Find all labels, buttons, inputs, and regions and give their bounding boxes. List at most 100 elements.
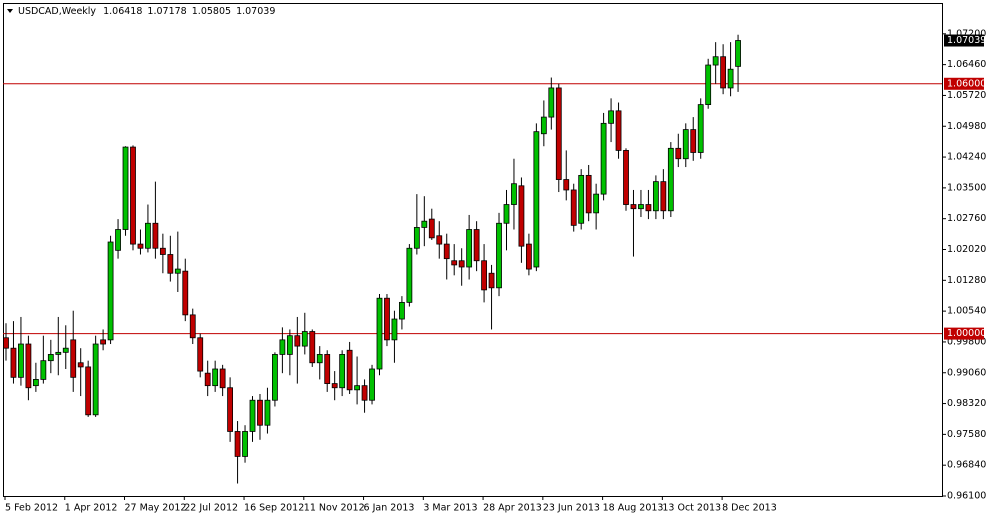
candle-body [511,183,517,205]
candle-body [130,146,136,245]
candle-body [481,260,487,291]
candle-body [3,337,9,349]
candle-body [623,150,629,205]
y-tick-label: 1.01280 [947,275,986,286]
x-tick-label: 27 May 2012 [125,503,187,514]
candle-body [227,387,234,432]
x-tick-label: 13 Oct 2013 [662,503,721,514]
candle-body [727,68,734,89]
candle-body [316,354,323,364]
candle-body [593,193,600,214]
y-tick-label: 1.02020 [947,244,986,255]
x-tick-label: 16 Sep 2012 [244,503,304,514]
candle-body [406,247,413,303]
candle-body [391,318,398,341]
candle-body [563,179,570,191]
x-tick-label: 18 Aug 2013 [603,503,664,514]
candle-body [18,343,24,378]
candle-body [212,368,219,387]
candle-body [174,268,181,274]
candle-body [242,431,248,457]
y-tick-label: 1.02760 [947,213,986,224]
candle-body [615,110,622,151]
candle-body [570,189,577,226]
y-tick-label: 0.96840 [947,460,986,471]
candle-body [413,227,420,249]
candle-body [690,129,697,153]
candle-body [85,366,92,416]
y-tick-label: 1.07200 [947,28,986,39]
candle-body [608,110,614,124]
candle-body [600,122,607,195]
candle-body [361,385,368,401]
current-price-box [944,34,984,47]
y-tick-label: 0.99060 [947,367,986,378]
x-tick-label: 23 Jun 2013 [543,503,600,514]
candle-body [25,343,32,389]
candle-body [428,218,435,239]
candle-body [55,351,62,355]
candle-body [458,260,465,268]
candle-body [301,331,308,347]
candle-body [466,229,473,268]
candle-body [189,314,196,339]
candle-body [339,354,346,389]
candle-body [204,372,211,387]
candle-body [197,337,204,372]
candle-body [279,339,286,355]
candle-body [548,87,555,118]
candle-body [399,301,405,320]
chart-header: USDCAD,Weekly 1.06418 1.07178 1.05805 1.… [18,6,275,17]
x-tick-label: 6 Jan 2013 [364,503,415,514]
candle-body [234,431,241,457]
candle-body [421,220,428,228]
candle-body [578,174,585,224]
y-tick-label: 0.99800 [947,336,986,347]
candle-body [115,229,121,251]
candle-body [309,331,316,364]
candle-body [630,204,637,210]
candle-body [346,349,353,391]
candle-body [638,204,644,210]
candle-body [145,222,151,249]
candle-body [167,254,174,274]
candle-body [257,399,263,426]
candle-body [735,40,741,67]
level-label-box [944,77,984,90]
candle-body [526,243,532,270]
y-tick-label: 0.98320 [947,398,986,409]
level-label: 1.06000 [947,78,986,89]
candle-body [376,297,383,370]
candle-body [503,204,510,224]
candle-body [533,131,540,268]
x-tick-label: 1 Apr 2012 [65,503,118,514]
candle-body [100,339,107,345]
candle-body [555,87,562,180]
candle-body [682,129,689,160]
candle-body [159,247,166,255]
candle-body [712,56,719,66]
candle-body [354,385,360,391]
candle-body [720,56,727,89]
candle-body [705,64,712,105]
candle-body [369,368,375,401]
candle-body [675,147,682,160]
current-price-label: 1.07039 [947,35,986,46]
level-label-box [944,327,984,340]
candle-body [667,147,674,212]
y-tick-label: 1.03500 [947,182,986,193]
plot-frame [3,3,943,497]
y-tick-label: 0.96100 [947,491,986,502]
candle-body [62,347,69,353]
candle-body [10,347,17,378]
candle-body [645,204,652,212]
candle-body [152,222,159,249]
candle-body [473,229,480,262]
candle-body [540,116,547,135]
candle-body [219,368,226,389]
y-tick-label: 1.06460 [947,59,986,70]
candle-body [660,181,667,212]
candle-body [70,339,77,378]
